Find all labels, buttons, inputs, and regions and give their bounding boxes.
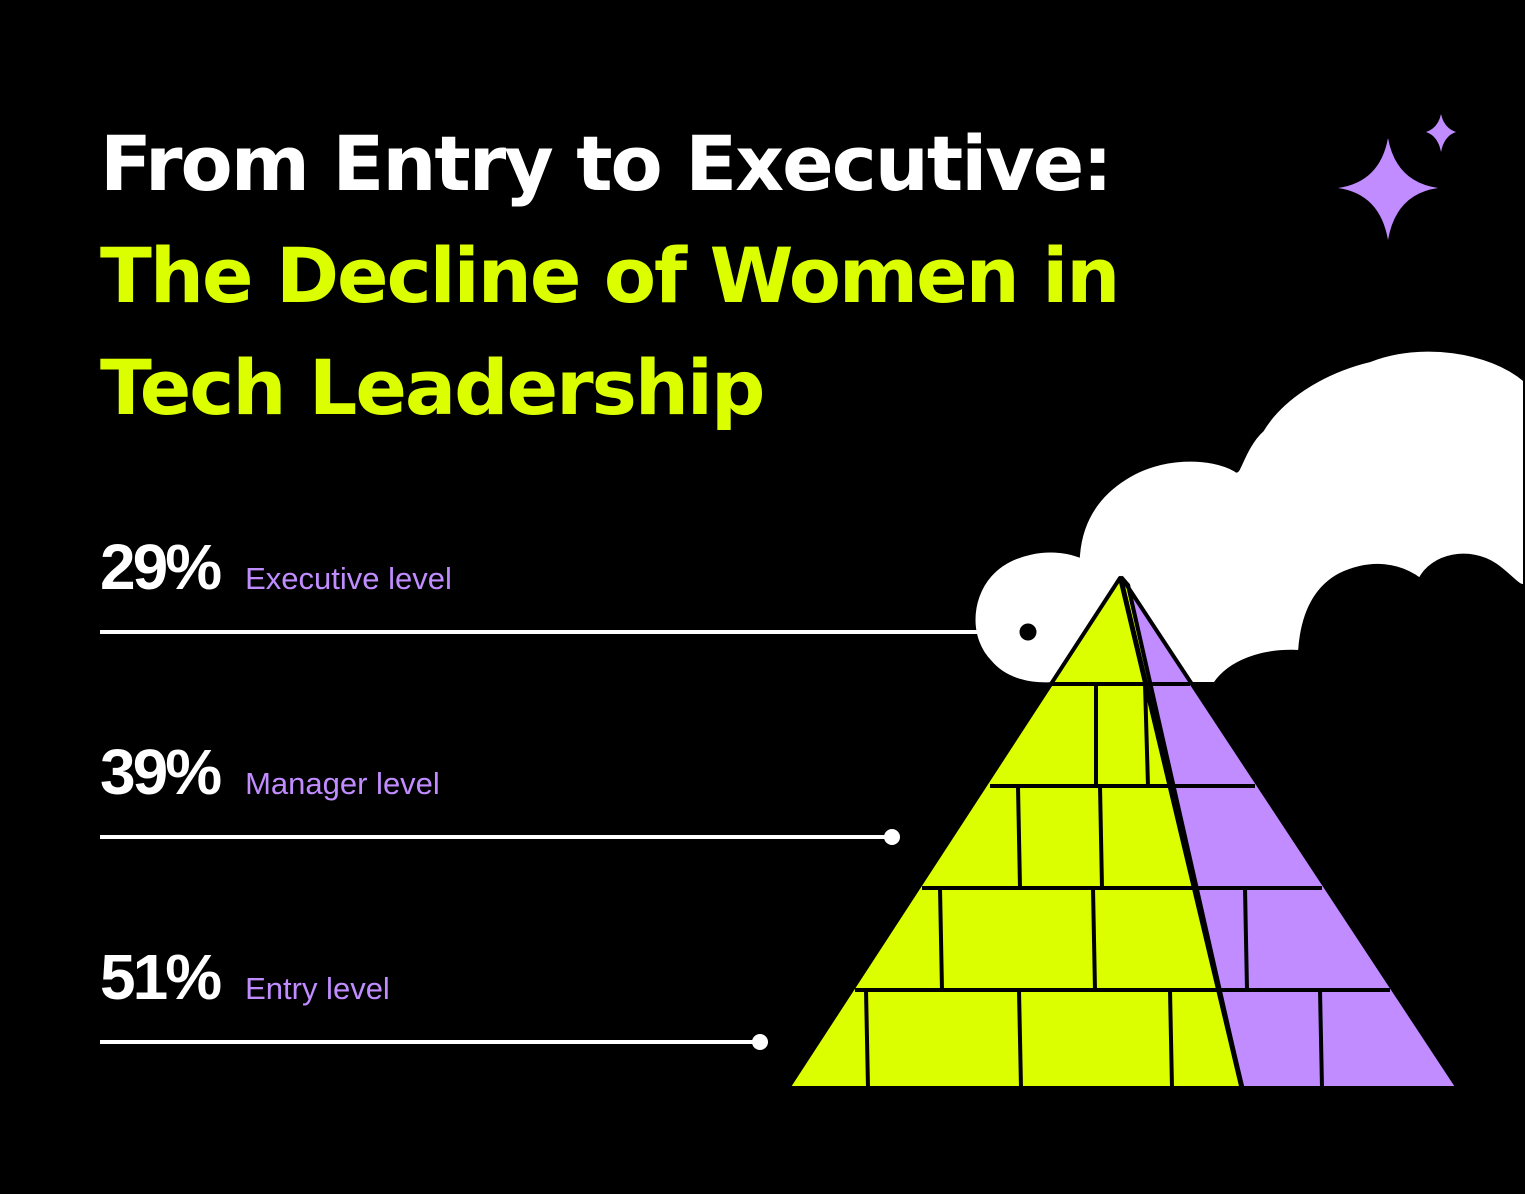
pyramid-illustration — [786, 576, 1460, 1090]
executive-dot — [1020, 624, 1036, 640]
title-line-3: Tech Leadership — [100, 343, 765, 432]
stat-manager: 39% Manager level — [100, 735, 440, 809]
stat-label: Entry level — [245, 971, 390, 1006]
stat-value: 39% — [100, 736, 222, 808]
sparkle-icon — [1338, 114, 1456, 240]
stat-label: Manager level — [245, 766, 440, 801]
stat-label: Executive level — [245, 561, 452, 596]
stat-entry: 51% Entry level — [100, 940, 390, 1014]
page-title: From Entry to Executive: The Decline of … — [100, 108, 1300, 444]
title-line-1: From Entry to Executive: — [100, 119, 1113, 208]
title-line-2: The Decline of Women in — [100, 231, 1120, 320]
stat-executive: 29% Executive level — [100, 530, 452, 604]
stat-value: 51% — [100, 941, 222, 1013]
stat-value: 29% — [100, 531, 222, 603]
